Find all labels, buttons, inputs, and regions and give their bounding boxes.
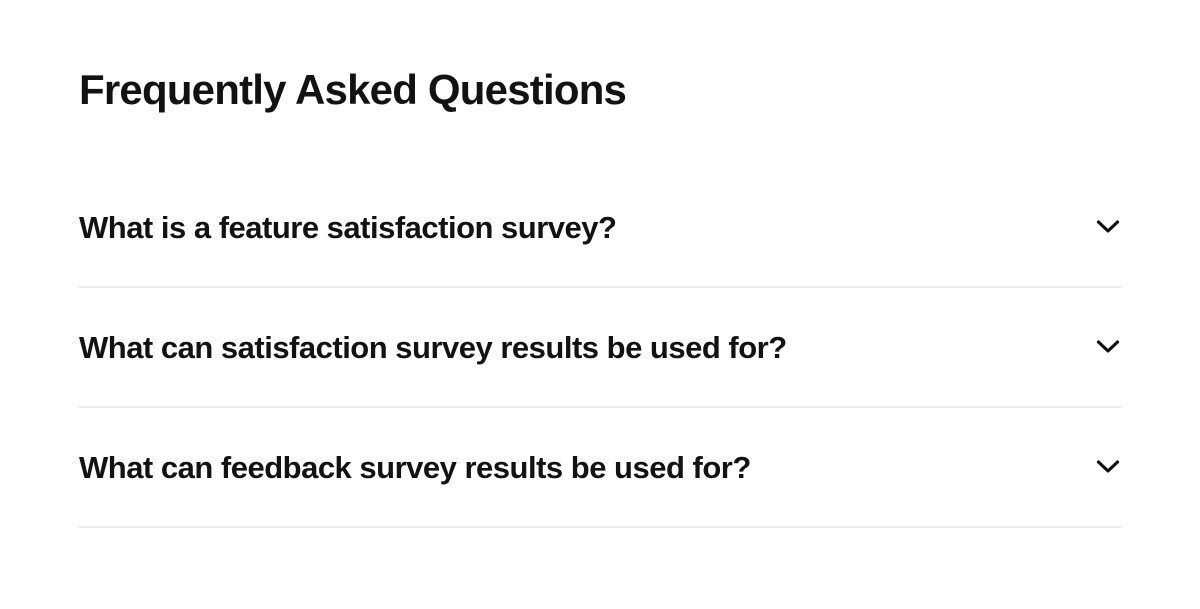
faq-item-2[interactable]: What can satisfaction survey results be … — [79, 288, 1121, 409]
faq-item-3[interactable]: What can feedback survey results be used… — [79, 408, 1121, 529]
chevron-down-icon[interactable] — [1095, 214, 1121, 240]
faq-list: What is a feature satisfaction survey? W… — [79, 168, 1121, 529]
chevron-down-icon[interactable] — [1095, 454, 1121, 480]
faq-question: What is a feature satisfaction survey? — [79, 209, 617, 245]
faq-question: What can satisfaction survey results be … — [79, 329, 787, 365]
faq-section: Frequently Asked Questions What is a fea… — [79, 66, 1121, 529]
faq-question: What can feedback survey results be used… — [79, 449, 751, 485]
chevron-down-icon[interactable] — [1095, 334, 1121, 360]
faq-item-1[interactable]: What is a feature satisfaction survey? — [79, 168, 1121, 289]
page-title: Frequently Asked Questions — [79, 66, 627, 113]
